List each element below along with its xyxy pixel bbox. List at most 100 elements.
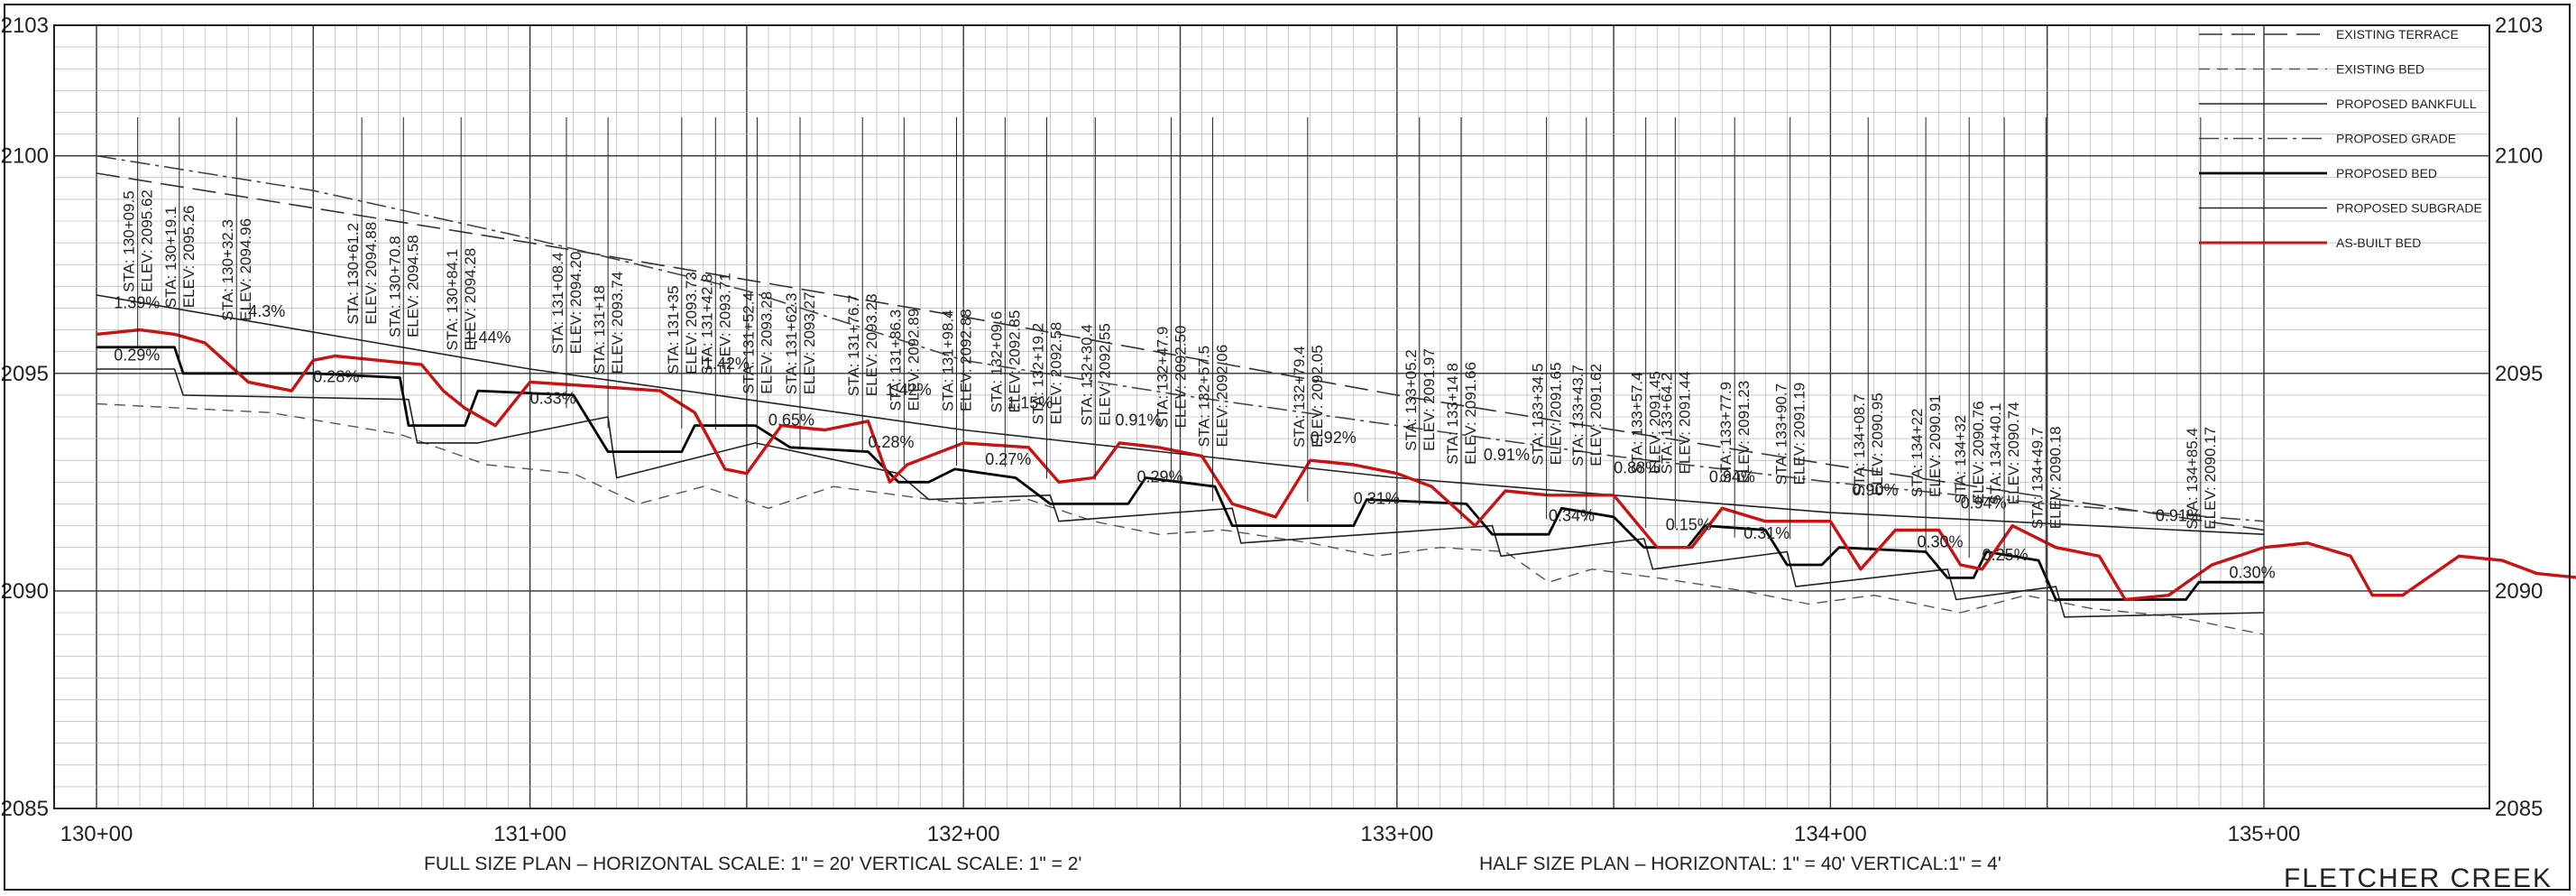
station-callout: STA: 130+19.1 ELEV: 2095.26: [162, 117, 198, 363]
station-callout: STA: 133+77.9 ELEV: 2091.23: [1717, 117, 1753, 538]
elevation-label: ELEV: 2093.71: [716, 272, 733, 375]
elevation-label: ELEV: 2094.20: [567, 252, 584, 355]
station-label: STA: 133+57.4: [1629, 372, 1646, 474]
legend-item-existing-bed: EXISTING BED: [2199, 62, 2424, 77]
station-label: STA: 132+19.2: [1029, 323, 1046, 425]
elevation-label: ELEV: 2092.05: [1309, 345, 1326, 448]
profile-lines: [96, 154, 2576, 635]
legend-label: EXISTING BED: [2336, 62, 2424, 77]
elevation-label: ELEV: 2091.44: [1676, 372, 1693, 475]
y-tick-label-right: 2100: [2495, 144, 2543, 169]
station-callouts: STA: 130+09.5 ELEV: 2095.62 STA: 130+19.1 E…: [121, 117, 2219, 584]
station-label: STA: 131+35: [665, 286, 682, 374]
slope-label: 1.39%: [114, 293, 160, 311]
elevation-label: ELEV: 2095.26: [180, 205, 198, 308]
elevation-label: ELEV: 2092.06: [1214, 345, 1231, 448]
slope-label: 0.88%: [1614, 459, 1660, 477]
station-label: STA: 134+08.7: [1851, 393, 1868, 495]
elevation-label: ELEV: 2091.45: [1647, 371, 1664, 474]
elevation-label: ELEV: 2094.28: [462, 248, 479, 351]
legend-item-existing-terrace: EXISTING TERRACE: [2199, 27, 2459, 42]
station-label: STA: 134+49.7: [2029, 428, 2046, 530]
y-tick-label-right: 2085: [2495, 797, 2543, 821]
station-label: STA: 133+77.9: [1717, 382, 1734, 484]
elevation-label: ELEV: 2092.50: [1172, 326, 1189, 429]
station-callout: STA: 132+79.4 ELEV: 2092.05: [1291, 117, 1326, 503]
slope-label: 0.91%: [2156, 507, 2202, 525]
legend: EXISTING TERRACE EXISTING BED PROPOSED BAN…: [2199, 27, 2482, 250]
slope-label: 1.44%: [465, 328, 511, 346]
station-callout: STA: 130+61.2 ELEV: 2094.88: [345, 117, 380, 379]
slope-label: 0.29%: [1136, 467, 1182, 485]
plot-frame: [53, 24, 2490, 809]
elevation-label: ELEV: 2093.23: [863, 293, 880, 396]
elevation-label: ELEV: 2091.65: [1548, 363, 1565, 466]
series-proposed-bed: [97, 346, 2264, 601]
elevation-label: ELEV: 2092.89: [905, 309, 922, 411]
station-callout: STA: 130+32.3 ELEV: 2094.96: [219, 117, 254, 375]
legend-label: EXISTING TERRACE: [2336, 27, 2459, 42]
legend-label: PROPOSED GRADE: [2336, 132, 2456, 146]
slope-label: 1.42%: [886, 381, 932, 399]
legend-item-proposed-grade: PROPOSED GRADE: [2199, 132, 2456, 146]
elevation-label: ELEV: 2092.88: [958, 309, 975, 411]
elevation-label: ELEV: 2093.27: [801, 291, 818, 394]
slope-label: 0.91%: [1484, 446, 1530, 464]
series-proposed-grade: [96, 154, 2265, 522]
elevation-label: ELEV: 2091.23: [1735, 381, 1753, 484]
slope-label: 0.28%: [868, 433, 914, 451]
legend-item-proposed-subgrade: PROPOSED SUBGRADE: [2199, 201, 2482, 216]
station-callout: STA: 133+57.4 ELEV: 2091.45: [1629, 117, 1664, 528]
y-tick-label-left: 2085: [1, 797, 49, 821]
y-tick-label-left: 2100: [1, 144, 49, 169]
station-label: STA: 134+22: [1909, 409, 1926, 497]
series-proposed-subgrade: [97, 368, 2265, 618]
station-callout: STA: 134+08.7 ELEV: 2090.95: [1851, 117, 1886, 550]
station-label: STA: 130+61.2: [345, 223, 362, 325]
elevation-label: ELEV: 2092.58: [1047, 322, 1064, 425]
axes: 130+00 131+00 132+00 133+00 134+00 135+00 2085…: [1, 14, 2544, 846]
station-callout: STA: 131+76.7 ELEV: 2093.23: [845, 117, 880, 451]
station-label: STA: 133+43.7: [1569, 365, 1587, 466]
slope-label: 0.91%: [1115, 411, 1161, 430]
station-label: STA: 131+62.3: [783, 293, 800, 395]
station-callout: STA: 133+90.7 ELEV: 2091.19: [1773, 117, 1808, 540]
drawing-title: FLETCHER CREEK: [2284, 864, 2553, 893]
legend-label: PROPOSED SUBGRADE: [2336, 201, 2482, 216]
station-label: STA: 133+14.8: [1444, 363, 1461, 465]
y-tick-label-right: 2103: [2495, 14, 2543, 38]
station-callout: STA: 131+52.4 ELEV: 2093.28: [740, 117, 775, 448]
station-label: STA: 134+85.4: [2184, 428, 2201, 530]
station-label: STA: 133+34.5: [1530, 364, 1547, 466]
station-callout: STA: 130+84.1 ELEV: 2094.28: [444, 117, 479, 405]
x-tick-label: 131+00: [493, 822, 566, 846]
x-tick-label: 134+00: [1794, 822, 1867, 846]
legend-item-proposed-bankfull: PROPOSED BANKFULL: [2199, 97, 2477, 111]
slope-label: 0.15%: [1666, 515, 1712, 533]
elevation-label: ELEV: 2090.76: [1970, 401, 1987, 503]
slope-label: 0.30%: [2230, 563, 2276, 581]
series-proposed-bankfull: [96, 294, 2265, 535]
slope-label: 0.94%: [1709, 467, 1755, 485]
legend-item-proposed-bed: PROPOSED BED: [2199, 166, 2437, 180]
slope-label: 0.92%: [1311, 429, 1357, 447]
y-tick-label-left: 2103: [1, 14, 49, 38]
elevation-label: ELEV: 2094.88: [363, 222, 380, 325]
station-callout: STA: 130+70.8 ELEV: 2094.58: [386, 117, 421, 393]
elevation-label: ELEV: 2091.62: [1587, 364, 1605, 466]
station-label: STA: 131+86.3: [887, 309, 904, 411]
station-label: STA: 130+70.8: [386, 236, 403, 337]
elevation-label: ELEV: 2091.97: [1421, 348, 1438, 451]
station-label: STA: 132+30.4: [1078, 324, 1095, 426]
station-label: STA: 133+90.7: [1773, 383, 1790, 485]
station-callout: STA: 133+34.5 ELEV: 2091.65: [1530, 117, 1565, 520]
station-label: STA: 132+79.4: [1291, 346, 1308, 448]
elevation-label: ELEV: 2092.85: [1006, 310, 1023, 413]
slope-label: 4.3%: [248, 302, 285, 320]
slope-label: 0.34%: [1549, 507, 1595, 525]
station-label: STA: 131+52.4: [740, 292, 757, 394]
station-label: STA: 130+84.1: [444, 249, 461, 351]
elevation-label: ELEV: 2093.73: [683, 272, 700, 374]
x-tick-label: 135+00: [2228, 822, 2301, 846]
y-tick-label-right: 2090: [2495, 579, 2543, 604]
